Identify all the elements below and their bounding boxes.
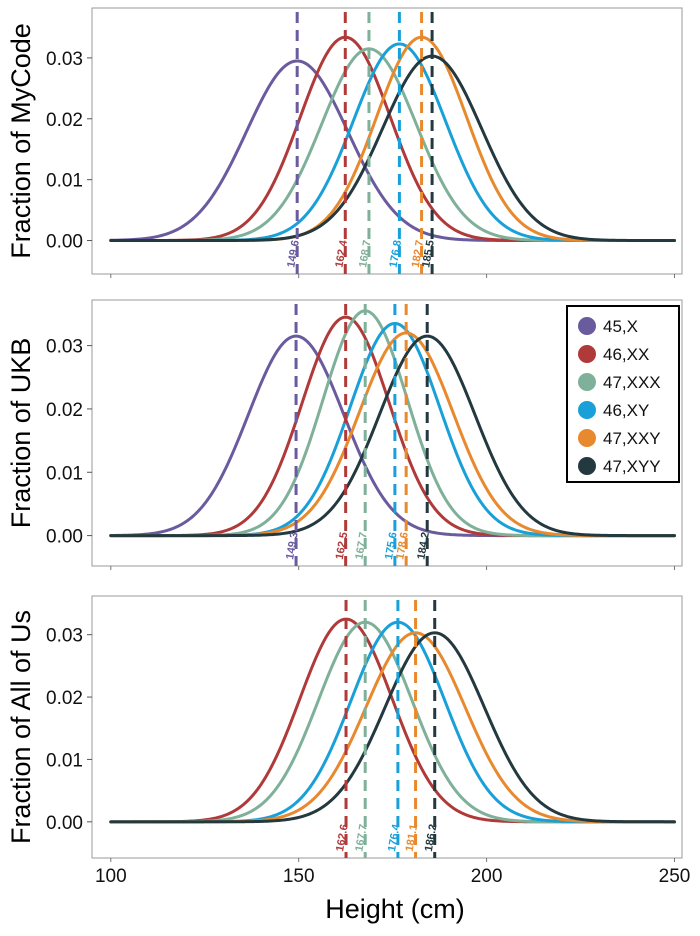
series-curve-47,XXY xyxy=(109,631,676,824)
x-tick-label: 100 xyxy=(95,866,127,887)
mean-label-46,XY: 176.4 xyxy=(386,822,403,852)
panel-frame xyxy=(91,299,683,567)
y-tick-label: 0.01 xyxy=(46,171,83,192)
panel-1: 0.00 0.01 0.02 0.03 Fraction of MyCode 149.6 1… xyxy=(6,7,683,278)
y-tick-label: 0.00 xyxy=(46,232,83,253)
mean-label-46,XX: 162.6 xyxy=(334,823,351,852)
mean-label-46,XY: 176.8 xyxy=(388,239,405,268)
x-axis-label: Height (cm) xyxy=(325,894,465,924)
x-tick-label: 250 xyxy=(659,866,691,887)
legend-marker-46,XY xyxy=(578,401,596,419)
x-tick-label: 150 xyxy=(283,866,315,887)
legend-marker-47,XXY xyxy=(578,429,596,447)
panel-frame xyxy=(91,7,683,275)
x-tick-label: 200 xyxy=(471,866,503,887)
panels-layer: 0.00 0.01 0.02 0.03 Fraction of MyCode 149.6 1… xyxy=(6,7,691,887)
mean-label-47,XXY: 182.7 xyxy=(410,239,427,268)
y-tick-label: 0.02 xyxy=(46,110,83,131)
y-tick-label: 0.00 xyxy=(46,813,83,834)
y-tick-label: 0.03 xyxy=(46,626,83,647)
mean-label-47,XXX: 167.7 xyxy=(353,531,370,560)
mean-label-46,XY: 175.6 xyxy=(383,531,400,560)
legend-marker-47,XYY xyxy=(578,457,596,475)
y-tick-label: 0.02 xyxy=(46,688,83,709)
series-curve-47,XYY xyxy=(109,334,676,538)
legend-marker-45,X xyxy=(578,317,596,335)
legend-marker-46,XX xyxy=(578,345,596,363)
mean-label-47,XYY: 186.2 xyxy=(423,823,440,852)
panel-frame xyxy=(91,595,683,859)
y-tick-label: 0.00 xyxy=(46,527,83,548)
y-axis-label: Fraction of MyCode xyxy=(6,23,36,259)
mean-label-47,XXY: 181.1 xyxy=(404,823,421,852)
series-curve-47,XYY xyxy=(109,631,676,824)
y-axis-label: Fraction of UKB xyxy=(6,338,36,529)
mean-label-47,XYY: 185.5 xyxy=(420,239,437,268)
mean-label-47,XXX: 167.7 xyxy=(353,823,370,852)
y-tick-label: 0.03 xyxy=(46,49,83,70)
legend-label-45,X: 45,X xyxy=(603,317,638,336)
legend-label-47,XXY: 47,XXY xyxy=(603,429,661,448)
legend-label-47,XXX: 47,XXX xyxy=(603,373,661,392)
mean-label-45,X: 149.6 xyxy=(285,239,302,268)
y-axis-label: Fraction of All of Us xyxy=(6,610,36,844)
y-tick-label: 0.02 xyxy=(46,400,83,421)
y-tick-label: 0.01 xyxy=(46,750,83,771)
panel-2: 0.00 0.01 0.02 0.03 Fraction of UKB 149.3 162.… xyxy=(6,299,683,570)
mean-label-45,X: 149.3 xyxy=(284,531,301,560)
y-tick-label: 0.01 xyxy=(46,463,83,484)
mean-label-47,XXY: 178.6 xyxy=(394,531,411,560)
panel-3: 0.00 0.01 0.02 0.03 Fraction of All of Us 162… xyxy=(6,595,691,887)
mean-label-47,XYY: 184.2 xyxy=(415,531,432,560)
legend-box xyxy=(566,305,680,483)
series-curve-47,XYY xyxy=(109,54,676,243)
legend-marker-47,XXX xyxy=(578,373,596,391)
y-tick-label: 0.03 xyxy=(46,337,83,358)
mean-label-46,XX: 162.5 xyxy=(334,531,351,560)
legend-label-46,XX: 46,XX xyxy=(603,345,649,364)
legend-label-47,XYY: 47,XYY xyxy=(603,457,661,476)
legend-label-46,XY: 46,XY xyxy=(603,401,649,420)
series-curve-45,X xyxy=(109,59,676,243)
mean-label-47,XXX: 168.7 xyxy=(357,239,374,268)
mean-label-46,XX: 162.4 xyxy=(333,238,350,268)
legend: 45,X 46,XX 47,XXX 46,XY 47,XXY 47,XYY xyxy=(566,305,680,483)
